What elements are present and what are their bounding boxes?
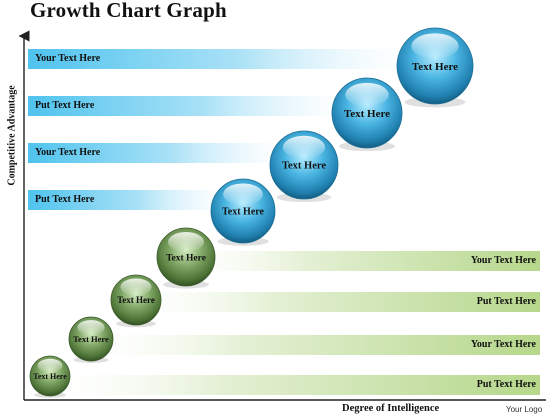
growth-ball: Text Here [396,27,474,108]
ball-highlight [345,82,389,107]
blue-band [28,143,288,163]
blue-band [28,96,348,116]
ball-highlight [411,33,459,60]
ball-label: Text Here [33,372,67,381]
green-band [50,375,540,395]
green-band [85,335,540,355]
ball-highlight [77,320,105,336]
ball-label: Text Here [73,334,109,344]
ball-highlight [37,358,63,373]
ball-highlight [168,232,204,252]
growth-ball: Text Here [110,274,162,328]
blue-band-label: Your Text Here [35,53,101,64]
ball-label: Text Here [344,108,390,120]
ball-highlight [282,135,326,159]
blue-band [28,190,228,210]
ball-label: Text Here [282,161,326,172]
y-axis-label: Competitive Advantage [6,85,18,186]
growth-ball: Text Here [210,178,276,246]
x-axis-label: Degree of Intelligence [342,403,440,414]
page-title: Growth Chart Graph [30,0,227,22]
green-band [130,292,540,312]
ball-label: Text Here [166,253,206,263]
ball-highlight [223,183,263,206]
growth-ball: Text Here [269,130,339,203]
blue-band [28,49,408,69]
green-band-label: Put Text Here [476,379,536,390]
ball-label: Text Here [412,61,458,73]
growth-ball: Text Here [331,77,403,152]
green-band-label: Your Text Here [470,339,536,350]
logo-placeholder: Your Logo [506,405,543,414]
growth-ball: Text Here [29,355,71,398]
green-band-label: Put Text Here [476,296,536,307]
green-band [180,251,540,271]
blue-band-label: Your Text Here [35,147,101,158]
ball-label: Text Here [117,295,155,305]
growth-ball: Text Here [68,316,114,363]
blue-band-label: Put Text Here [35,194,95,205]
ball-highlight [120,278,152,296]
ball-label: Text Here [222,207,264,218]
blue-band-label: Put Text Here [35,100,95,111]
growth-ball: Text Here [156,227,216,289]
green-band-label: Your Text Here [470,255,536,266]
